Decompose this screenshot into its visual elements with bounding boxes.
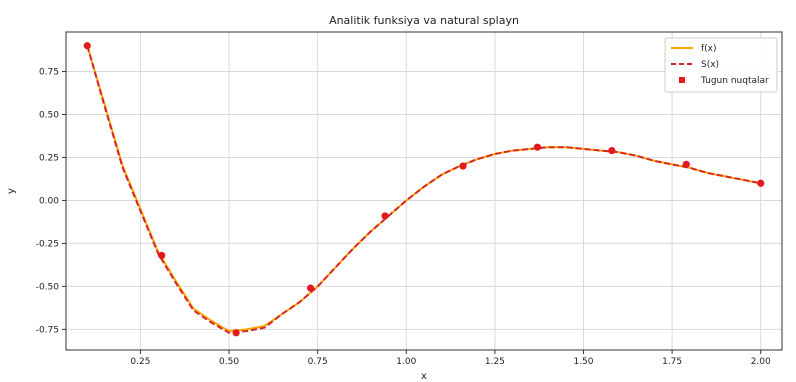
grid [66, 32, 782, 350]
x-tick-label: 1.25 [485, 357, 505, 367]
x-tick-label: 0.50 [219, 357, 239, 367]
y-axis-label: y [6, 188, 17, 194]
legend: f(x) S(x) Tugun nuqtalar [664, 37, 778, 93]
chart-title: Analitik funksiya va natural splayn [329, 14, 519, 27]
knot-point [459, 162, 467, 170]
y-tick-label: 0.25 [39, 153, 59, 163]
knot-point [232, 329, 240, 337]
x-tick-label: 1.50 [573, 357, 593, 367]
plot-frame [65, 31, 783, 351]
series-line-spline [86, 45, 761, 334]
knot-point [158, 251, 166, 260]
legend-label: Tugun nuqtalar [700, 76, 769, 86]
knot-point [83, 42, 91, 50]
knot-point [608, 147, 616, 155]
x-tick-label: 2.00 [751, 357, 771, 367]
y-tick-label: 0.00 [39, 196, 59, 206]
x-axis-label: x [421, 371, 427, 382]
series-layer [83, 42, 765, 337]
legend-box [664, 37, 778, 93]
knot-point [533, 143, 542, 151]
knot-point [306, 284, 315, 292]
legend-marker-icon [679, 77, 685, 83]
legend-label: f(x) [701, 44, 717, 54]
knot-point [757, 179, 765, 187]
x-tick-label: 1.00 [396, 357, 416, 367]
x-tick-label: 0.25 [130, 357, 150, 367]
y-tick-label: 0.75 [39, 68, 59, 78]
knot-point [682, 160, 690, 168]
x-ticks: 0.25 0.50 0.75 1.00 1.25 1.50 1.75 2.00 [130, 350, 771, 367]
y-tick-label: -0.50 [36, 282, 60, 292]
y-tick-label: 0.50 [39, 111, 59, 121]
series-line-function [86, 45, 761, 333]
x-tick-label: 1.75 [662, 357, 682, 367]
y-tick-label: -0.75 [36, 325, 59, 335]
y-tick-label: -0.25 [36, 239, 59, 249]
y-ticks: -0.75 -0.50 -0.25 0.00 0.25 0.50 0.75 [36, 68, 66, 335]
legend-label: S(x) [701, 60, 719, 70]
x-tick-label: 0.75 [308, 357, 328, 367]
knot-point [381, 212, 389, 220]
